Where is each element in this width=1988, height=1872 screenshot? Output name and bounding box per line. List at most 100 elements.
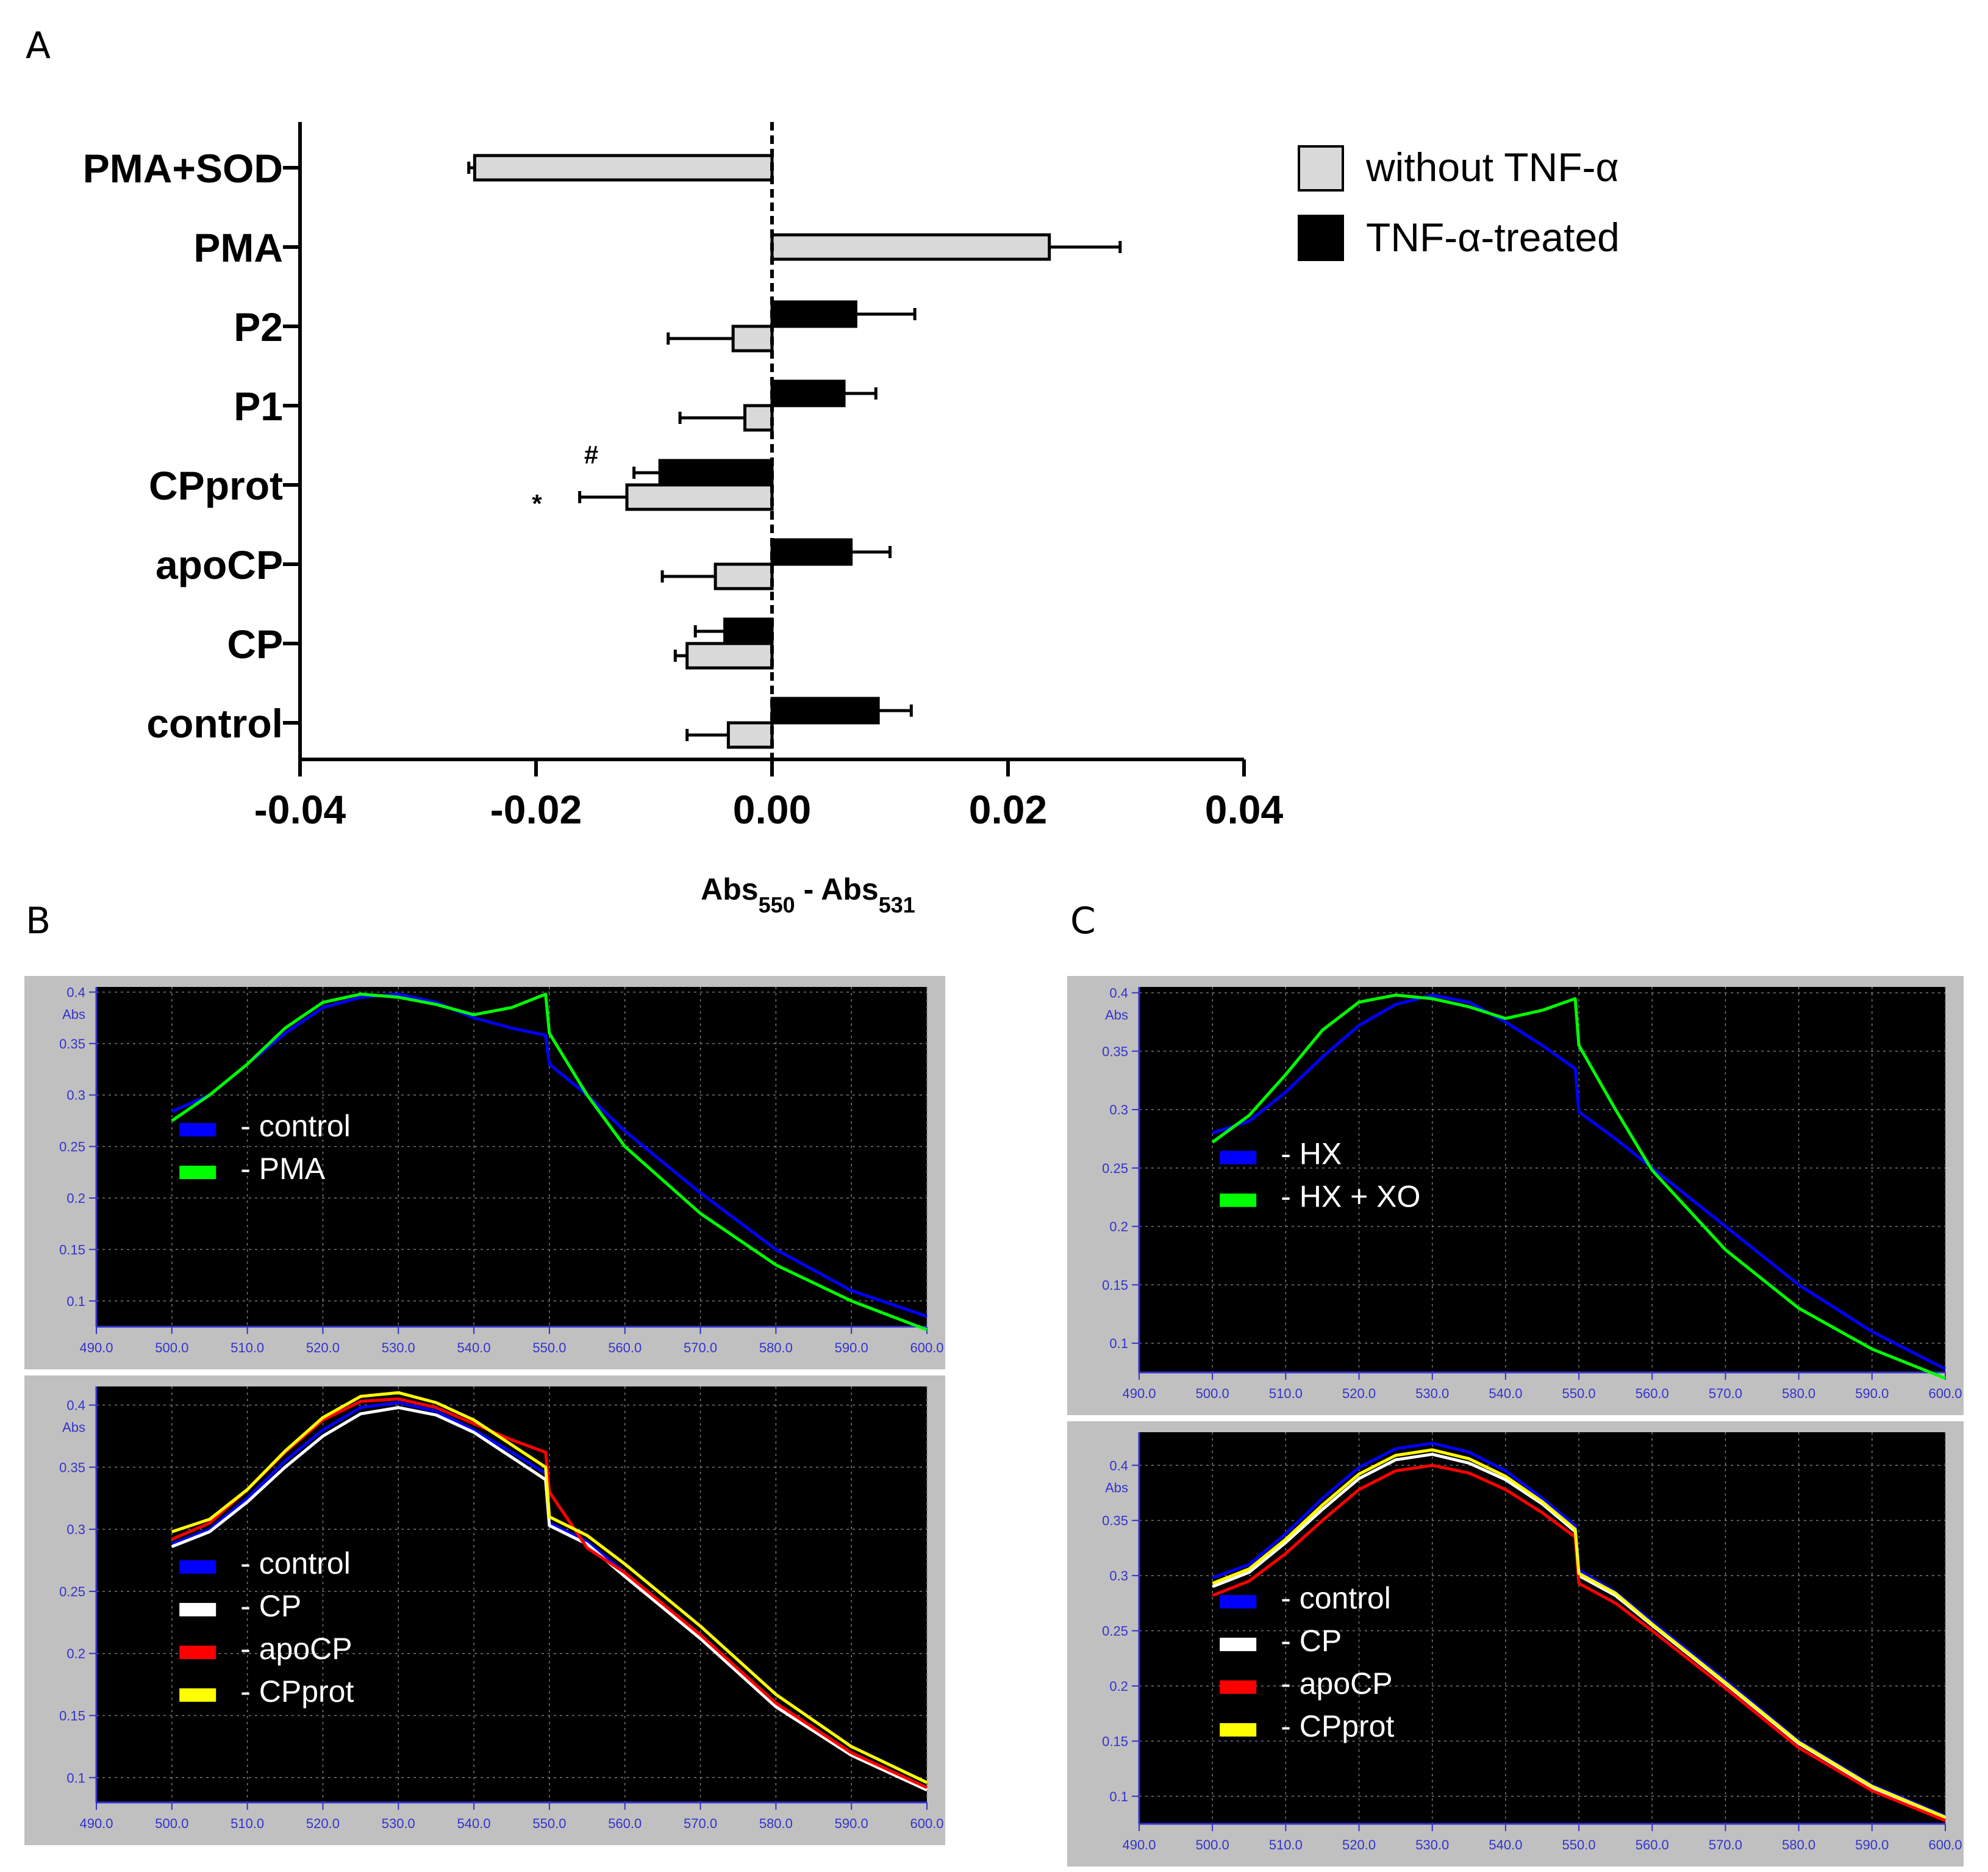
x-tick-label-3: 520.0 — [306, 1340, 340, 1355]
legend-label-control: - control — [1281, 1581, 1391, 1615]
bar-treated-P1 — [770, 379, 846, 407]
y-tick-label-2: 0.2 — [66, 1191, 85, 1206]
y-axis-label: Abs — [1105, 1480, 1128, 1495]
y-tick-label-1: 0.15 — [1102, 1277, 1128, 1293]
y-tick-label-2: 0.2 — [1109, 1679, 1128, 1694]
series-line-control — [171, 992, 928, 1318]
series-line-CP — [171, 1406, 928, 1791]
y-tick-label-4: 0.3 — [1109, 1102, 1128, 1117]
x-tick-label-5: 540.0 — [1489, 1837, 1522, 1852]
y-tick-label-5: 0.35 — [1102, 1513, 1128, 1529]
series-line-control — [1212, 1441, 1946, 1818]
y-tick-label-1: 0.15 — [59, 1708, 85, 1723]
y-tick-label-3: 0.25 — [59, 1139, 85, 1155]
x-tick-label-4: 530.0 — [1415, 1837, 1449, 1852]
series-line-CPprot — [1212, 1448, 1946, 1819]
x-tick-label-4: 530.0 — [382, 1816, 415, 1831]
legend-swatch-PMA — [179, 1166, 216, 1180]
legend-label-apoCP: - apoCP — [240, 1632, 352, 1666]
x-tick-label-3: 520.0 — [306, 1816, 340, 1831]
x-tick-label-9: 580.0 — [1782, 1837, 1815, 1852]
legend-swatch-CPprot — [1220, 1723, 1257, 1737]
bar-without-CPprot — [625, 483, 774, 511]
y-tick-label-PMA+SOD: PMA+SOD — [83, 146, 283, 191]
y-tick-label-control: control — [146, 701, 283, 746]
x-tick-label-1: -0.02 — [490, 787, 582, 832]
legend-label-CP: - CP — [240, 1589, 301, 1623]
y-tick-label-6: 0.4 — [1109, 986, 1128, 1001]
x-axis-label: Abs550 - Abs531 — [701, 872, 915, 917]
x-tick-label-4: 0.04 — [1205, 787, 1284, 832]
series-line-CPprot — [171, 1391, 928, 1784]
y-tick-label-6: 0.4 — [66, 984, 85, 1000]
x-tick-label-1: 500.0 — [1196, 1386, 1229, 1401]
y-tick-label-1: 0.15 — [1102, 1734, 1128, 1749]
y-tick-label-3: 0.25 — [59, 1584, 85, 1599]
legend-swatch-CP — [179, 1602, 216, 1616]
y-tick-label-1: 0.15 — [59, 1242, 85, 1257]
legend-label-without: without TNF-α — [1365, 145, 1619, 190]
y-tick-label-0: 0.1 — [1109, 1789, 1128, 1804]
y-axis-label: Abs — [62, 1006, 85, 1022]
x-tick-label-1: 500.0 — [155, 1340, 188, 1355]
x-axis-label-sub1: 550 — [759, 892, 795, 917]
y-tick-label-0: 0.1 — [1109, 1336, 1128, 1351]
y-axis-label: Abs — [62, 1420, 85, 1435]
x-tick-label-11: 600.0 — [910, 1816, 943, 1831]
series-line-apoCP — [1212, 1463, 1946, 1822]
bar-without-P1 — [743, 404, 774, 432]
legend-swatch-without — [1298, 145, 1344, 192]
annotation-treated-CPprot: # — [584, 440, 598, 469]
legend-label-HX + XO: - HX + XO — [1281, 1180, 1420, 1214]
x-tick-label-10: 590.0 — [1855, 1837, 1889, 1852]
y-tick-label-apoCP: apoCP — [156, 542, 283, 587]
x-tick-label-7: 560.0 — [1636, 1837, 1669, 1852]
x-tick-label-9: 580.0 — [759, 1340, 793, 1355]
y-tick-label-4: 0.3 — [66, 1522, 85, 1537]
y-tick-label-P1: P1 — [234, 384, 283, 429]
bar-treated-CPprot — [658, 459, 774, 487]
x-tick-label-0: 490.0 — [79, 1340, 113, 1355]
legend-label-CP: - CP — [1281, 1624, 1342, 1658]
x-tick-label-0: 490.0 — [1122, 1386, 1156, 1401]
bar-treated-control — [770, 697, 880, 725]
panel-letter-b: B — [26, 900, 51, 942]
y-tick-label-6: 0.4 — [1109, 1458, 1128, 1473]
x-tick-label-8: 570.0 — [684, 1340, 717, 1355]
y-tick-label-2: 0.2 — [1109, 1219, 1128, 1235]
legend-swatch-HX + XO — [1220, 1193, 1257, 1207]
x-tick-label-0: -0.04 — [254, 787, 346, 832]
x-tick-label-4: 530.0 — [382, 1340, 415, 1355]
x-tick-label-7: 560.0 — [1636, 1386, 1669, 1401]
spectrum-panel-C-top: 490.0 500.0 510.0 520.0 530.0 540.0 550.0 560.0… — [1067, 976, 1964, 1415]
x-tick-label-11: 600.0 — [1928, 1386, 1962, 1401]
panel-letter-c: C — [1070, 900, 1096, 942]
x-tick-label-2: 0.00 — [733, 787, 811, 832]
legend-swatch-apoCP — [1220, 1680, 1257, 1694]
x-tick-label-8: 570.0 — [1709, 1386, 1742, 1401]
y-tick-label-5: 0.35 — [59, 1460, 85, 1475]
x-tick-label-11: 600.0 — [1928, 1837, 1962, 1852]
x-tick-label-3: 520.0 — [1342, 1837, 1376, 1852]
x-tick-label-0: 490.0 — [79, 1816, 113, 1831]
legend-swatch-control — [179, 1123, 216, 1137]
spectrum-panel-B-bottom: 490.0 500.0 510.0 520.0 530.0 540.0 550.0 560.0… — [24, 1375, 945, 1845]
x-tick-label-10: 590.0 — [1855, 1386, 1889, 1401]
svg-text:Abs550 - Abs531: Abs550 - Abs531 — [701, 872, 915, 917]
y-tick-label-3: 0.25 — [1102, 1161, 1128, 1176]
x-tick-label-5: 540.0 — [1489, 1386, 1522, 1401]
series-line-PMA — [171, 992, 928, 1332]
x-tick-label-6: 550.0 — [532, 1816, 566, 1831]
spectrum-plot-area — [96, 1386, 927, 1802]
legend-swatch-control — [1220, 1594, 1257, 1608]
y-tick-label-P2: P2 — [234, 304, 283, 350]
bar-without-control — [726, 721, 774, 749]
x-tick-label-5: 540.0 — [457, 1340, 491, 1355]
spectrum-panel-B-top: 490.0 500.0 510.0 520.0 530.0 540.0 550.0 560.0… — [24, 976, 945, 1369]
x-tick-label-10: 590.0 — [835, 1816, 868, 1831]
y-tick-label-4: 0.3 — [1109, 1568, 1128, 1583]
x-tick-label-6: 550.0 — [532, 1340, 566, 1355]
bar-treated-CP — [723, 617, 774, 645]
bar-without-apoCP — [713, 562, 774, 590]
